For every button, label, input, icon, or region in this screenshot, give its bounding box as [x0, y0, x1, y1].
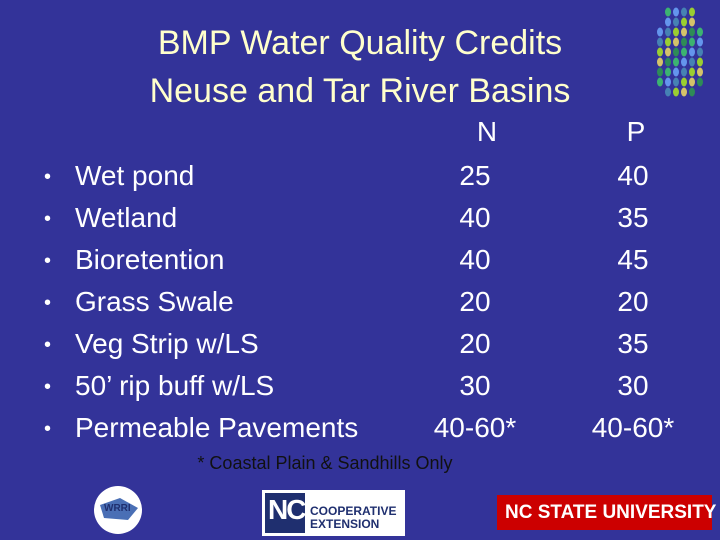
droplet: [657, 27, 663, 37]
droplet: [673, 47, 679, 57]
n-value: 25: [459, 160, 491, 191]
p-value: 40: [617, 160, 649, 191]
extension-line: COOPERATIVE: [310, 504, 397, 518]
droplet: [681, 67, 687, 77]
droplet: [689, 47, 695, 57]
droplet: [697, 77, 703, 87]
droplet: [689, 67, 695, 77]
droplet: [697, 57, 703, 67]
droplet: [681, 77, 687, 87]
droplet: [673, 17, 679, 27]
n-value: 20: [459, 328, 491, 359]
droplet: [681, 7, 687, 17]
droplet: [689, 77, 695, 87]
droplet: [657, 57, 663, 67]
p-value: 35: [617, 328, 649, 359]
droplet: [697, 37, 703, 47]
droplet: [673, 57, 679, 67]
bullet: •: [44, 334, 52, 356]
p-value: 40-60*: [591, 412, 675, 443]
extension-line: EXTENSION: [310, 517, 380, 531]
droplet: [665, 17, 671, 27]
row-label: Permeable Pavements: [75, 412, 359, 443]
n-value: 40-60*: [433, 412, 517, 443]
droplet: [665, 47, 671, 57]
university-text: NC STATE UNIVERSITY: [505, 502, 717, 523]
bullet: •: [44, 418, 52, 440]
row-label: Grass Swale: [75, 286, 234, 317]
row-label: Wetland: [75, 202, 178, 233]
wrri-text: WRRI: [104, 503, 131, 514]
droplet: [665, 87, 671, 97]
title-line: Neuse and Tar River Basins: [149, 72, 571, 110]
bullet: •: [44, 292, 52, 314]
droplet: [689, 27, 695, 37]
p-value: 35: [617, 202, 649, 233]
droplet: [689, 37, 695, 47]
extension-nc: NC: [268, 494, 306, 525]
p-value: 45: [617, 244, 649, 275]
droplet: [657, 67, 663, 77]
droplet: [697, 47, 703, 57]
droplet: [665, 57, 671, 67]
droplet: [689, 57, 695, 67]
row-label: Veg Strip w/LS: [75, 328, 259, 359]
n-value: 40: [459, 244, 491, 275]
row-label: Bioretention: [75, 244, 225, 275]
droplet: [697, 67, 703, 77]
bullet: •: [44, 166, 52, 188]
droplet: [665, 77, 671, 87]
bullet: •: [44, 250, 52, 272]
droplet: [673, 77, 679, 87]
droplet: [657, 37, 663, 47]
title-line: BMP Water Quality Credits: [157, 24, 563, 62]
droplet: [657, 77, 663, 87]
n-value: 30: [459, 370, 491, 401]
p-value: 30: [617, 370, 649, 401]
droplet: [681, 37, 687, 47]
droplet: [665, 27, 671, 37]
droplet: [681, 47, 687, 57]
droplet: [673, 37, 679, 47]
droplet: [665, 67, 671, 77]
droplet: [665, 7, 671, 17]
droplet: [689, 7, 695, 17]
footnote: * Coastal Plain & Sandhills Only: [197, 453, 453, 473]
droplet: [673, 87, 679, 97]
droplet: [681, 57, 687, 67]
droplet: [673, 27, 679, 37]
row-label: 50’ rip buff w/LS: [75, 370, 275, 401]
n-value: 40: [459, 202, 491, 233]
bullet: •: [44, 208, 52, 230]
droplet: [681, 27, 687, 37]
droplet: [681, 87, 687, 97]
row-label: Wet pond: [75, 160, 195, 191]
droplet: [689, 17, 695, 27]
bullet: •: [44, 376, 52, 398]
droplet: [657, 47, 663, 57]
university-logo: [497, 495, 712, 530]
column-header: N: [476, 116, 498, 147]
droplet: [665, 37, 671, 47]
droplet: [681, 17, 687, 27]
droplet: [673, 7, 679, 17]
n-value: 20: [459, 286, 491, 317]
droplet: [689, 87, 695, 97]
p-value: 20: [617, 286, 649, 317]
droplet: [697, 27, 703, 37]
droplet: [673, 67, 679, 77]
column-header: P: [626, 116, 646, 147]
